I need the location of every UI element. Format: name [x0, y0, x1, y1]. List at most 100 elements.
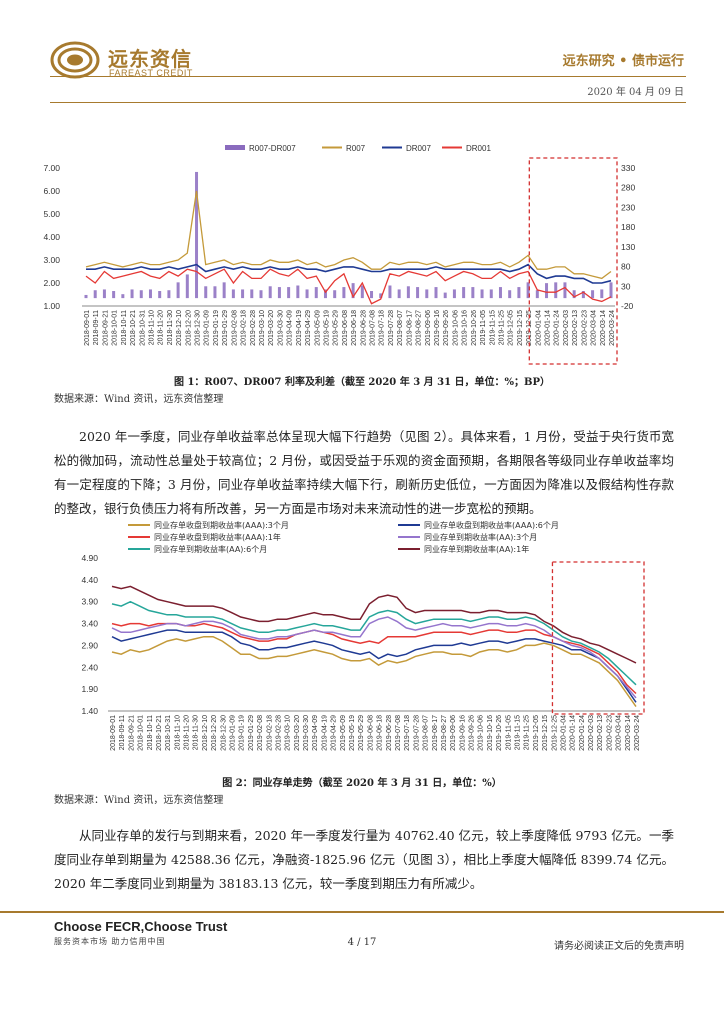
ncd-yield-chart: 同业存单收盘到期收益率(AAA):3个月 同业存单收盘到期收益率(AAA):6个月… — [81, 520, 645, 751]
x-tick-label: 2020-01-04 — [535, 310, 542, 346]
x-tick-label: 2019-10-16 — [487, 715, 494, 751]
series-line — [111, 622, 637, 695]
spread-bar — [102, 289, 106, 299]
spread-bar — [112, 291, 116, 299]
spread-bar — [425, 289, 429, 299]
x-tick-label: 2018-12-10 — [202, 715, 209, 751]
figure1-chart: R007-DR007 R007 DR007 DR001 1.00 2.00 3.00 4.00… — [0, 138, 724, 370]
x-tick-label: 2019-04-19 — [321, 715, 328, 751]
x-tick-label: 2020-01-04 — [560, 715, 567, 751]
y-tick-label: 3.90 — [81, 597, 98, 607]
spread-bar — [406, 286, 410, 299]
x-tick-label: 2019-11-05 — [505, 715, 512, 750]
x-tick-label: 2018-10-21 — [156, 715, 163, 751]
x-tick-label: 2019-09-16 — [434, 310, 441, 346]
x-tick-label: 2020-01-24 — [554, 310, 561, 346]
x-tick-label: 2019-11-15 — [514, 715, 521, 750]
x-tick-label: 2019-07-18 — [379, 310, 386, 346]
spread-bar — [231, 289, 235, 299]
legend-label: 同业存单到期收益率(AA):1年 — [424, 544, 529, 554]
x-tick-label: 2019-01-29 — [222, 310, 229, 346]
x-tick-label: 2019-12-05 — [508, 310, 515, 346]
spread-bar — [250, 289, 254, 299]
x-tick-label: 2020-02-13 — [597, 715, 604, 751]
x-tick-label: 2019-01-09 — [204, 310, 211, 346]
x-tick-label: 2019-06-28 — [386, 715, 393, 751]
series-line — [111, 585, 637, 664]
x-tick-label: 2018-09-01 — [110, 715, 117, 751]
x-tick-label: 2020-03-14 — [600, 310, 607, 346]
x-tick-label: 2020-02-03 — [588, 715, 595, 751]
spread-bar — [434, 287, 438, 299]
figure2-caption: 图 2：同业存单走势（截至 2020 年 3 月 31 日，单位：%） — [222, 778, 502, 789]
spread-bar — [333, 290, 337, 299]
x-tick-label: 2019-11-15 — [489, 310, 496, 345]
x-tick-label: 2018-10-31 — [165, 715, 172, 751]
x-tick-label: 2018-11-20 — [158, 310, 165, 345]
x-tick-label: 2019-04-09 — [312, 715, 319, 751]
x-tick-label: 2019-08-07 — [397, 310, 404, 346]
spread-bar — [167, 290, 171, 299]
spread-bar — [517, 287, 521, 299]
y-left-tick-label: 3.00 — [43, 255, 60, 265]
x-tick-label: 2019-03-10 — [285, 715, 292, 751]
spread-bar — [600, 289, 604, 299]
x-tick-label: 2020-03-14 — [625, 715, 632, 751]
x-tick-label: 2019-08-17 — [406, 310, 413, 346]
x-tick-label: 2019-03-30 — [277, 310, 284, 346]
x-tick-label: 2019-09-16 — [459, 715, 466, 751]
y-right-tick-label: 330 — [621, 163, 635, 173]
x-tick-label: 2020-03-04 — [616, 715, 623, 751]
x-tick-label: 2018-10-11 — [121, 310, 128, 345]
x-tick-label: 2019-07-28 — [413, 715, 420, 751]
spread-bar — [471, 287, 475, 299]
x-tick-label: 2020-02-03 — [563, 310, 570, 346]
x-tick-label: 2018-11-10 — [174, 715, 181, 750]
spread-bar — [388, 285, 392, 299]
x-tick-label: 2019-01-19 — [239, 715, 246, 751]
x-tick-label: 2018-11-30 — [193, 715, 200, 750]
x-tick-label: 2019-06-08 — [367, 715, 374, 751]
spread-bar — [360, 285, 364, 299]
x-tick-label: 2019-02-18 — [266, 715, 273, 751]
x-tick-label: 2019-07-18 — [404, 715, 411, 751]
spread-bar — [351, 283, 355, 299]
spread-bar — [222, 282, 226, 299]
x-tick-label: 2018-11-10 — [148, 310, 155, 345]
x-tick-label: 2018-12-10 — [176, 310, 183, 346]
x-tick-label: 2019-08-27 — [416, 310, 423, 346]
y-right-tick-label: 280 — [621, 183, 635, 193]
x-tick-label: 2018-10-01 — [112, 310, 119, 346]
x-tick-label: 2019-02-18 — [241, 310, 248, 346]
spread-bar — [563, 282, 567, 299]
logo-text-en: FAREAST CREDIT — [109, 68, 193, 78]
x-tick-label: 2020-01-14 — [545, 310, 552, 346]
y-left-tick-label: 1.00 — [43, 301, 60, 311]
spread-bar — [498, 287, 502, 299]
x-tick-label: 2018-11-30 — [167, 310, 174, 345]
x-tick-label: 2019-12-05 — [533, 715, 540, 751]
x-tick-label: 2019-03-20 — [268, 310, 275, 346]
x-tick-label: 2019-04-09 — [287, 310, 294, 346]
spread-bar — [158, 291, 162, 299]
legend-label: R007 — [346, 144, 366, 153]
x-tick-label: 2019-04-29 — [331, 715, 338, 751]
x-tick-label: 2019-02-28 — [250, 310, 257, 346]
series-line — [111, 600, 637, 686]
spread-bar — [185, 274, 189, 299]
spread-bar — [443, 292, 447, 299]
logo-text-cn: 远东资信 — [108, 47, 192, 71]
y-tick-label: 2.40 — [81, 662, 98, 672]
legend-label: R007-DR007 — [249, 144, 296, 153]
x-tick-label: 2019-12-25 — [526, 310, 533, 346]
x-tick-label: 2019-08-27 — [441, 715, 448, 751]
spread-bar — [370, 291, 374, 299]
series-line-dr007 — [86, 263, 612, 284]
x-tick-label: 2020-03-24 — [609, 310, 616, 346]
spread-bar — [268, 286, 272, 299]
spread-bar — [535, 290, 539, 299]
x-tick-label: 2019-03-30 — [303, 715, 310, 751]
page-number: 4 / 17 — [347, 937, 377, 948]
footer-rule — [0, 911, 724, 913]
x-tick-label: 2018-09-11 — [93, 310, 100, 345]
